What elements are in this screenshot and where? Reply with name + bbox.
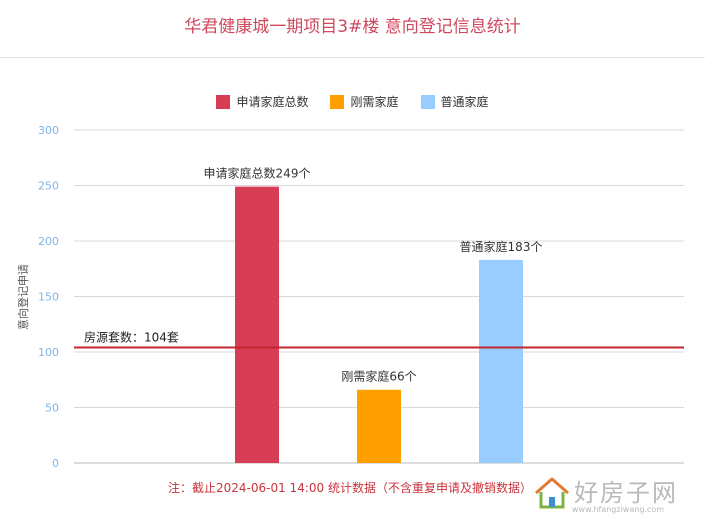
y-axis-title: 意向登记申请 <box>16 264 30 330</box>
y-tick-label-0: 0 <box>52 457 59 470</box>
y-tick-label-50: 50 <box>45 402 59 415</box>
bar-3 <box>479 259 523 463</box>
watermark-url: www.hfangziwang.com <box>572 505 665 514</box>
legend-swatch-rigid <box>330 94 345 109</box>
watermark: 好房子网 www.hfangziwang.com <box>532 473 700 517</box>
legend-label-rigid: 刚需家庭 <box>350 95 399 109</box>
legend-swatch-ordinary <box>420 94 435 109</box>
chart-legend: 申请家庭总数 刚需家庭 普通家庭 <box>0 93 705 110</box>
footnote: 注：截止2024-06-01 14:00 统计数据（不含重复申请及撤销数据） <box>168 481 532 495</box>
y-tick-label-100: 100 <box>38 346 59 359</box>
legend-label-total: 申请家庭总数 <box>236 95 309 109</box>
legend-swatch-total <box>216 94 231 109</box>
chart-title: 华君健康城一期项目3#楼 意向登记信息统计 <box>184 17 521 37</box>
bar-2 <box>357 389 401 463</box>
y-tick-label-200: 200 <box>38 235 59 248</box>
legend-label-ordinary: 普通家庭 <box>440 95 489 109</box>
title-divider <box>0 57 705 58</box>
bar-data-label-2: 刚需家庭66个 <box>341 369 416 384</box>
legend-item-rigid[interactable]: 刚需家庭 <box>330 93 399 110</box>
bar-data-label-1: 申请家庭总数249个 <box>204 166 311 181</box>
house-logo-icon <box>535 477 569 509</box>
bar-1 <box>235 186 279 464</box>
watermark-name: 好房子网 <box>574 479 678 507</box>
legend-item-ordinary[interactable]: 普通家庭 <box>420 93 489 110</box>
reference-line-label: 房源套数：104套 <box>84 330 179 345</box>
bar-data-label-3: 普通家庭183个 <box>460 239 543 254</box>
legend-item-total[interactable]: 申请家庭总数 <box>216 93 308 110</box>
y-tick-label-150: 150 <box>38 291 59 304</box>
y-tick-label-250: 250 <box>38 180 59 193</box>
y-tick-label-300: 300 <box>38 124 59 137</box>
